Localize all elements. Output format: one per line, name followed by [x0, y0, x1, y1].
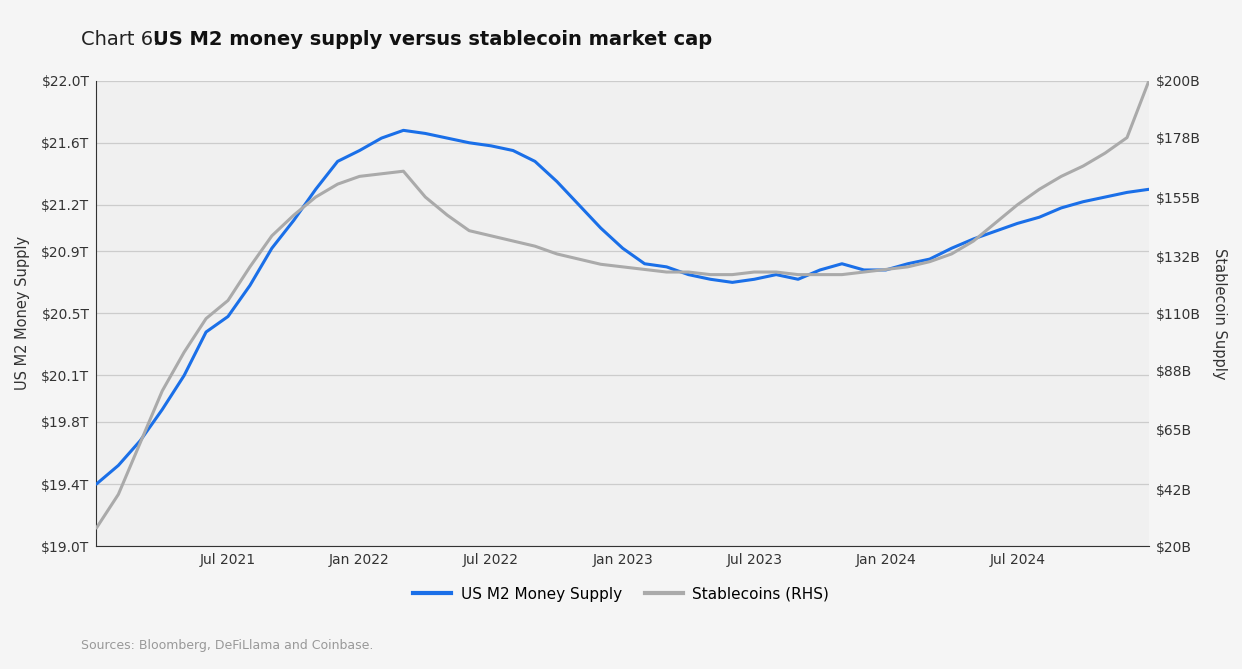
Text: Sources: Bloomberg, DeFiLlama and Coinbase.: Sources: Bloomberg, DeFiLlama and Coinba…: [81, 640, 373, 652]
Text: US M2 money supply versus stablecoin market cap: US M2 money supply versus stablecoin mar…: [153, 30, 712, 49]
Text: Chart 6.: Chart 6.: [81, 30, 165, 49]
Y-axis label: US M2 Money Supply: US M2 Money Supply: [15, 236, 30, 391]
Legend: US M2 Money Supply, Stablecoins (RHS): US M2 Money Supply, Stablecoins (RHS): [407, 581, 835, 608]
Y-axis label: Stablecoin Supply: Stablecoin Supply: [1212, 248, 1227, 379]
